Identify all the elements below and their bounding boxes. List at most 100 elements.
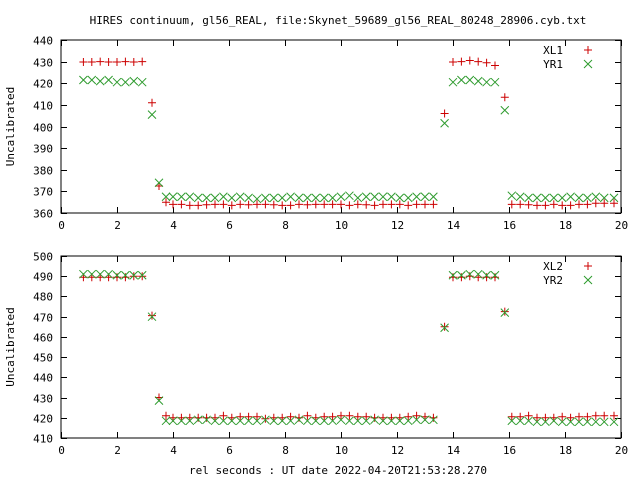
data-point [412, 192, 421, 202]
data-point [294, 193, 304, 203]
data-point [429, 415, 438, 425]
data-point [104, 58, 113, 67]
data-point [558, 412, 567, 421]
data-point [320, 200, 329, 209]
data-point [336, 192, 346, 202]
data-point [121, 77, 130, 87]
data-point [253, 200, 261, 209]
x-tick-label: 4 [170, 444, 177, 457]
data-point [541, 413, 550, 422]
data-point [591, 411, 600, 420]
data-point [277, 193, 287, 203]
y-tick-label: 420 [33, 413, 53, 426]
x-tick-label: 6 [226, 444, 233, 457]
data-point [345, 191, 354, 201]
data-point [403, 416, 413, 426]
data-point [362, 412, 371, 421]
data-point [303, 411, 312, 420]
data-point [599, 417, 609, 427]
data-point [202, 193, 211, 203]
data-point [129, 58, 138, 67]
x-tick-label: 12 [391, 219, 404, 232]
data-point [395, 193, 405, 203]
data-point [600, 411, 609, 420]
legend-marker [583, 59, 593, 69]
data-point [549, 416, 559, 426]
data-point [345, 201, 354, 210]
data-point [610, 411, 618, 420]
data-point [202, 415, 211, 425]
data-point [112, 77, 122, 87]
data-point [227, 201, 236, 210]
data-point [583, 193, 592, 203]
legend-label: YR1 [543, 58, 563, 71]
data-point [507, 191, 517, 201]
plot-frame [60, 255, 622, 439]
data-point [337, 411, 345, 420]
series-xl1 [79, 56, 618, 210]
data-point [387, 416, 396, 426]
data-point [113, 273, 121, 282]
data-point [370, 192, 379, 202]
data-point [457, 57, 466, 66]
data-point [286, 416, 295, 426]
data-point [269, 416, 279, 426]
y-tick-label: 430 [33, 57, 53, 70]
data-point [129, 76, 139, 86]
plot-frame [60, 39, 622, 214]
x-tick-label: 2 [114, 444, 121, 457]
data-point [541, 193, 550, 203]
data-point [161, 416, 171, 426]
data-point [449, 58, 457, 67]
data-point [500, 93, 509, 102]
x-tick-label: 18 [559, 219, 572, 232]
data-point [336, 415, 346, 425]
legend-label: XL1 [543, 44, 563, 57]
data-point [532, 193, 542, 203]
data-point [395, 200, 404, 209]
data-point [193, 193, 203, 203]
data-point [227, 416, 237, 426]
data-point [524, 411, 533, 420]
data-point [566, 417, 575, 427]
series-yr2 [79, 269, 619, 427]
data-point [591, 199, 600, 208]
data-point [599, 193, 609, 203]
y-tick-label: 390 [33, 143, 53, 156]
data-point [362, 200, 371, 209]
data-point [79, 269, 88, 279]
x-tick-label: 14 [447, 219, 461, 232]
data-point [261, 193, 270, 203]
x-tick-label: 20 [615, 219, 628, 232]
y-tick-label: 420 [33, 78, 53, 91]
y-tick-label: 470 [33, 312, 53, 325]
data-point [361, 416, 371, 426]
data-point [154, 396, 164, 405]
data-point [177, 416, 186, 426]
x-tick-label: 16 [503, 444, 516, 457]
data-point [575, 200, 583, 209]
data-point [370, 413, 379, 422]
data-point [524, 193, 533, 203]
data-point [583, 417, 592, 427]
legend-label: YR2 [543, 274, 563, 287]
data-point [353, 416, 363, 426]
data-point [121, 270, 130, 280]
data-point [420, 192, 430, 202]
data-point [583, 412, 592, 421]
data-point [345, 411, 354, 420]
data-point [516, 200, 525, 209]
data-point [457, 75, 466, 85]
data-point [591, 192, 601, 202]
data-point [311, 416, 321, 426]
data-point [328, 416, 337, 426]
data-point [515, 192, 525, 202]
data-point [235, 416, 245, 426]
data-point [541, 417, 550, 427]
data-point [491, 273, 499, 282]
data-point [236, 200, 245, 209]
y-tick-label: 440 [33, 35, 53, 48]
data-point [87, 58, 96, 67]
data-point [457, 270, 466, 280]
